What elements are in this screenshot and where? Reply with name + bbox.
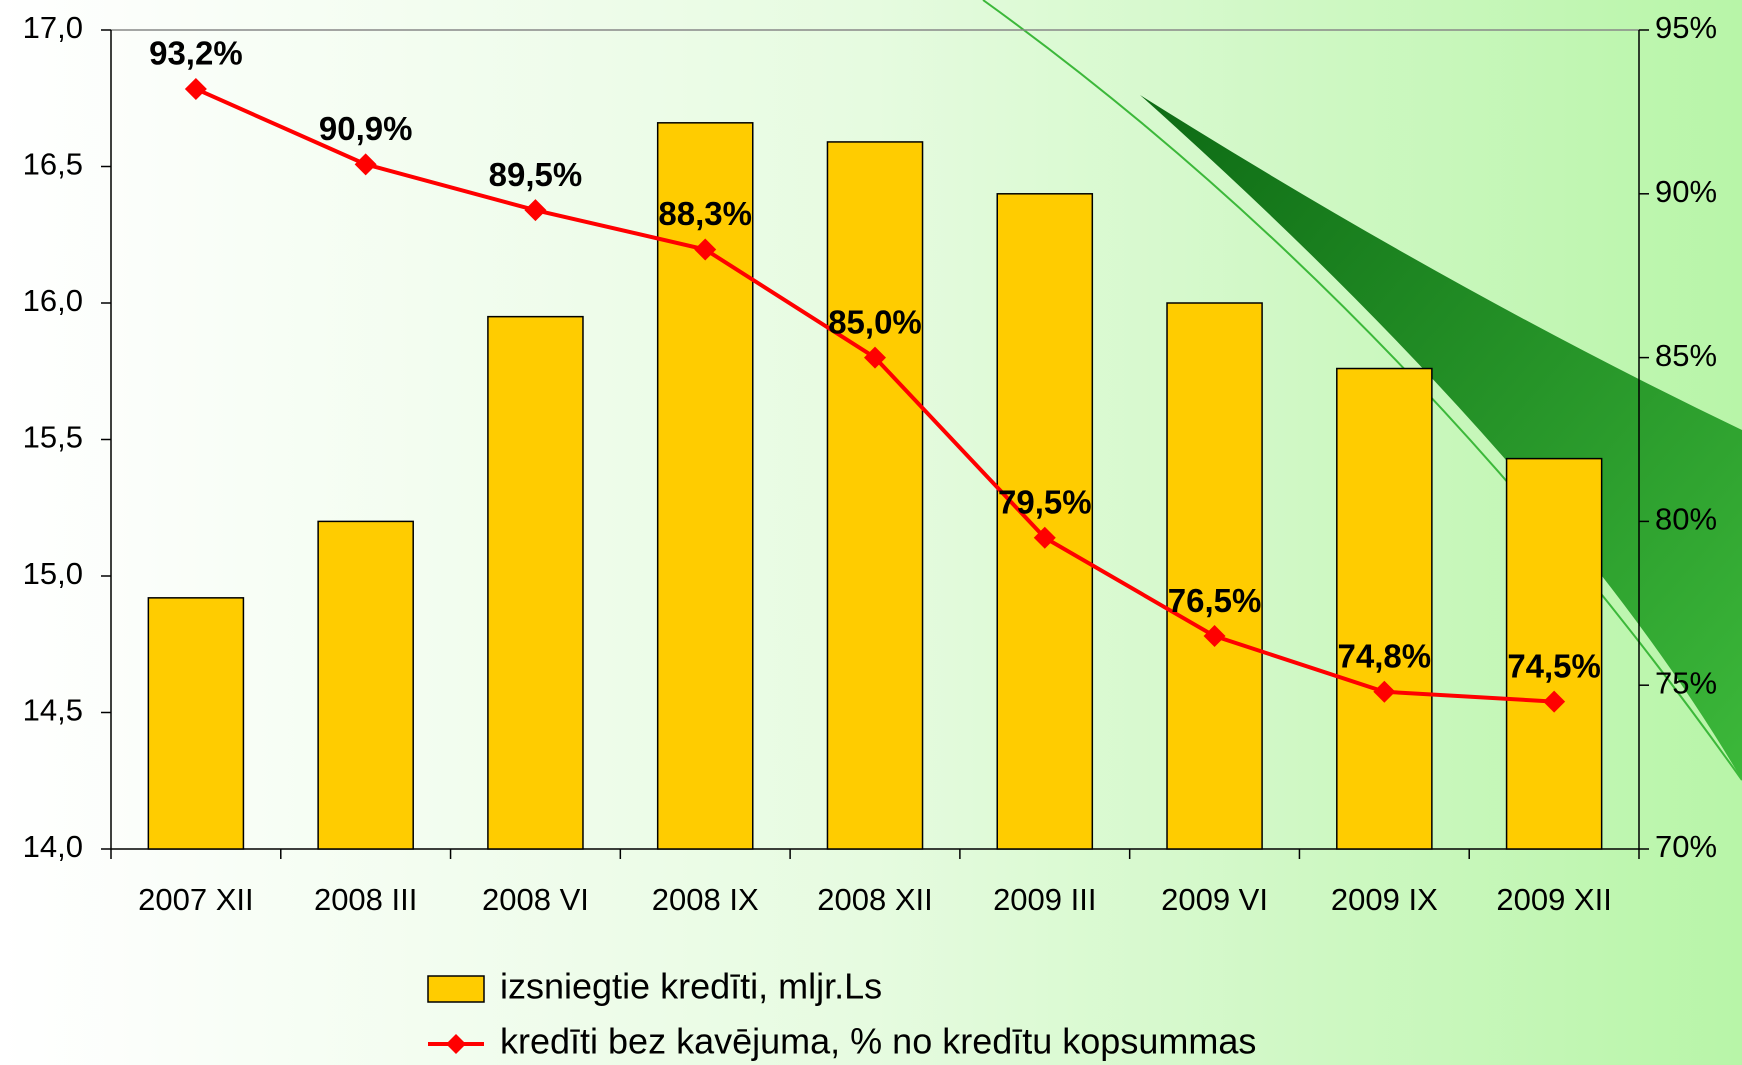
data-label: 90,9% xyxy=(319,110,413,147)
bar xyxy=(487,315,584,850)
marker xyxy=(1033,526,1056,549)
data-label: 88,3% xyxy=(658,195,752,232)
bar xyxy=(826,141,924,850)
y-tick-label: 15,5 xyxy=(23,420,83,455)
marker xyxy=(694,238,717,261)
y-tick-label: 17,0 xyxy=(23,10,83,45)
bar xyxy=(1336,367,1433,850)
y-tick-label: 16,0 xyxy=(23,283,83,318)
legend-swatch xyxy=(427,975,485,1003)
x-tick-label: 2009 III xyxy=(993,882,1096,917)
marker xyxy=(354,153,377,176)
legend-label: izsniegtie kredīti, mljr.Ls xyxy=(500,966,882,1007)
marker xyxy=(524,199,547,222)
bar xyxy=(1166,302,1263,850)
y-tick-label: 14,5 xyxy=(23,693,83,728)
data-label: 89,5% xyxy=(489,156,583,193)
y2-tick-label: 90% xyxy=(1655,174,1717,209)
x-tick-label: 2008 VI xyxy=(482,882,589,917)
x-tick-label: 2009 IX xyxy=(1331,882,1438,917)
y2-tick-label: 80% xyxy=(1655,502,1717,537)
y-tick-label: 16,5 xyxy=(23,147,83,182)
x-tick-label: 2007 XII xyxy=(138,882,253,917)
y2-tick-label: 75% xyxy=(1655,665,1717,700)
x-tick-label: 2008 XII xyxy=(817,882,932,917)
x-tick-label: 2008 III xyxy=(314,882,417,917)
decoration xyxy=(982,0,1742,781)
x-tick-label: 2009 VI xyxy=(1161,882,1268,917)
legend-swatch xyxy=(446,1034,466,1054)
bar xyxy=(1505,457,1603,850)
decoration xyxy=(1140,95,1742,780)
marker xyxy=(1373,680,1396,703)
y2-tick-label: 70% xyxy=(1655,829,1717,864)
x-tick-label: 2008 IX xyxy=(652,882,759,917)
marker xyxy=(1203,625,1226,648)
y-tick-label: 15,0 xyxy=(23,556,83,591)
x-tick-label: 2009 XII xyxy=(1496,882,1611,917)
marker xyxy=(1543,690,1566,713)
data-label: 74,5% xyxy=(1507,647,1601,684)
data-label: 74,8% xyxy=(1338,637,1432,674)
bar xyxy=(317,520,414,850)
data-label: 76,5% xyxy=(1168,582,1262,619)
legend-label: kredīti bez kavējuma, % no kredītu kopsu… xyxy=(500,1021,1256,1062)
y2-tick-label: 85% xyxy=(1655,338,1717,373)
y2-tick-label: 95% xyxy=(1655,10,1717,45)
bar xyxy=(996,193,1094,850)
bar xyxy=(147,597,245,850)
marker xyxy=(864,346,886,369)
y-tick-label: 14,0 xyxy=(23,829,83,864)
marker xyxy=(184,77,207,100)
data-label: 93,2% xyxy=(149,35,243,72)
data-label: 85,0% xyxy=(828,303,922,340)
data-label: 79,5% xyxy=(998,483,1092,520)
